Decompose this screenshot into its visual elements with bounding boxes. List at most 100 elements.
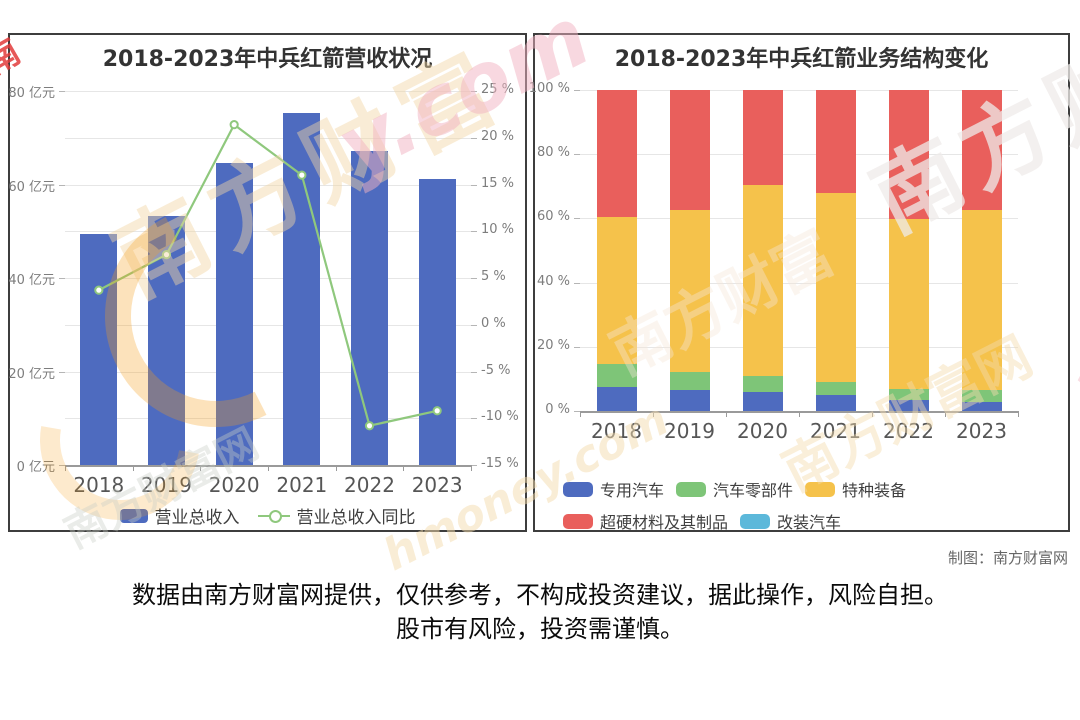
legend-swatch [676, 481, 707, 497]
left-axis-tick [59, 371, 65, 373]
legend-item-专用汽车: 专用汽车 [563, 477, 664, 501]
left-axis-tick [574, 282, 580, 284]
legend-item-超硬材料及其制品: 超硬材料及其制品 [563, 509, 728, 533]
x-axis-tick [403, 465, 405, 471]
revenue-bar-2022 [351, 151, 388, 465]
segment-超硬材料及其制品-2023 [961, 90, 1002, 211]
left-axis-tick [574, 346, 580, 348]
x-axis-tick [268, 465, 269, 471]
left-axis-tick [574, 154, 580, 156]
x-axis-tick [132, 465, 134, 471]
gridline [65, 91, 471, 92]
legend-item-汽车零部件: 汽车零部件 [676, 477, 793, 501]
credit-line: 制图：南方财富网 [947, 549, 1068, 567]
right-axis-tick [471, 324, 477, 326]
right-axis-label: 25 % [481, 82, 515, 97]
legend-label: 营业总收入 [154, 508, 240, 528]
gridline [65, 278, 471, 279]
segment-汽车零部件-2022 [888, 388, 929, 401]
revenue-bar-2020 [215, 163, 253, 465]
segment-专用汽车-2023 [961, 402, 1002, 411]
gridline [580, 90, 1018, 91]
gridline [65, 231, 471, 233]
left-axis-tick [59, 91, 65, 92]
x-axis-label: 2023 [956, 419, 1007, 443]
right-axis-tick [471, 184, 477, 186]
left-axis-tick [59, 465, 65, 466]
gridline [580, 218, 1018, 220]
legend-circle-marker [268, 509, 282, 523]
right-axis-label: -15 % [481, 456, 519, 471]
x-axis-label: 2018 [591, 419, 642, 443]
legend-item-改装汽车: 改装汽车 [740, 509, 841, 533]
yoy-line [94, 120, 442, 431]
x-axis-label: 2019 [141, 473, 192, 497]
right-axis-tick [471, 137, 477, 139]
x-axis-tick [653, 411, 654, 417]
structure-chart-title: 2018-2023年中兵红箭业务结构变化 [614, 47, 989, 72]
left-axis-tick [59, 278, 65, 279]
right-axis-label: -5 % [481, 362, 511, 378]
legend-item-yoy: 营业总收入同比 [257, 503, 416, 528]
segment-专用汽车-2018 [596, 386, 637, 411]
x-axis-label: 2023 [411, 473, 463, 497]
x-axis-label: 2022 [344, 473, 395, 497]
revenue-chart-panel: 2018-2023年中兵红箭营收状况 25 % 20 % 15 % 10 % 5 % 0 … [8, 33, 527, 532]
segment-专用汽车-2022 [888, 400, 929, 411]
left-axis-label: 40 亿元 [8, 273, 55, 288]
left-axis-label: 40 % [536, 273, 570, 289]
segment-特种装备-2019 [669, 210, 710, 373]
x-axis-tick [335, 465, 337, 471]
segment-汽车零部件-2021 [815, 382, 856, 395]
segment-专用汽车-2020 [742, 391, 783, 411]
segment-专用汽车-2019 [669, 390, 710, 411]
gridline [580, 282, 1018, 284]
disclaimer-block: 数据由南方财富网提供，仅供参考，不构成投资建议，据此操作，风险自担。 股市有风险… [0, 578, 1080, 646]
structure-chart-legend: 专用汽车 汽车零部件 特种装备 超硬材料及其制品 改装汽车 [563, 477, 1063, 533]
x-axis-tick [1018, 411, 1019, 417]
legend-swatch [740, 513, 771, 529]
legend-swatch [563, 513, 593, 529]
left-axis-label: 60 亿元 [8, 179, 55, 195]
x-axis-tick [872, 411, 873, 417]
right-axis-tick [471, 465, 477, 466]
legend-label: 专用汽车 [600, 481, 665, 500]
right-axis-label: 20 % [481, 128, 515, 144]
x-axis-label: 2020 [208, 473, 260, 497]
x-axis-label: 2019 [664, 419, 715, 443]
right-axis-label: -10 % [481, 409, 519, 425]
gridline [580, 154, 1018, 156]
x-axis-tick [726, 411, 727, 417]
legend-item-revenue: 营业总收入 [119, 503, 240, 528]
legend-swatch [805, 481, 836, 497]
left-axis-label: 60 % [536, 209, 570, 225]
gridline [65, 137, 471, 139]
left-axis-tick [574, 218, 580, 220]
legend-line-marker [257, 509, 290, 523]
x-axis-label: 2020 [737, 419, 788, 443]
right-axis-label: 10 % [481, 222, 515, 238]
segment-超硬材料及其制品-2022 [888, 90, 929, 219]
right-axis-label: 15 % [481, 175, 515, 191]
x-axis-tick [945, 411, 946, 417]
gridline [65, 418, 471, 420]
right-axis-tick [471, 91, 477, 92]
segment-特种装备-2022 [888, 218, 929, 389]
revenue-bar-2018 [80, 234, 118, 465]
right-axis-tick [471, 418, 477, 420]
left-axis-label: 20 % [536, 337, 570, 353]
x-axis-label: 2021 [810, 419, 861, 443]
gridline [65, 371, 471, 373]
legend-swatch [119, 508, 148, 523]
segment-特种装备-2021 [815, 192, 856, 383]
structure-chart-plot: 100 % 80 % 60 % 40 % 20 % 0 % 2018 2019 2020 2021… [529, 81, 1019, 443]
x-axis-tick [65, 465, 66, 471]
x-axis-tick [471, 465, 472, 471]
x-axis-label: 2022 [883, 419, 934, 443]
segment-特种装备-2018 [596, 216, 637, 365]
segment-超硬材料及其制品-2019 [669, 90, 710, 211]
segment-特种装备-2020 [742, 184, 783, 376]
right-axis-tick [471, 371, 477, 373]
x-axis-tick [799, 411, 800, 417]
